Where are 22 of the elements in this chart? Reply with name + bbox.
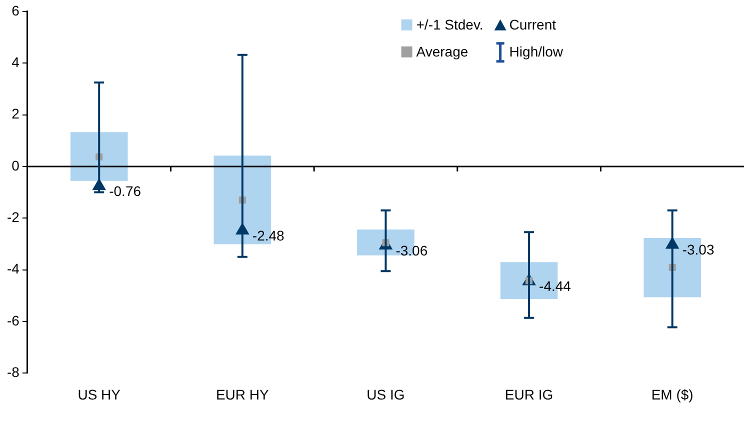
y-tick-label: 4: [12, 54, 20, 70]
data-label: -4.44: [539, 278, 572, 294]
legend-label: Average: [416, 43, 468, 60]
y-tick-label: -2: [6, 209, 20, 225]
data-label: -3.06: [396, 242, 428, 258]
x-tick-label: US IG: [366, 386, 405, 402]
x-tick-label: EM ($): [651, 386, 694, 402]
legend-label: Current: [509, 16, 556, 32]
y-tick-label: 0: [12, 157, 20, 174]
y-tick-label: -8: [6, 364, 20, 380]
y-tick-label: -4: [6, 260, 20, 277]
data-label: -2.48: [252, 227, 285, 244]
x-tick-label: EUR IG: [504, 386, 554, 402]
data-label: -3.03: [682, 242, 714, 258]
data-label: -0.76: [109, 182, 142, 199]
legend-label: High/low: [509, 43, 564, 60]
legend-label: +/-1 Stdev.: [416, 16, 484, 32]
y-tick-label: 2: [12, 106, 20, 122]
y-tick-label: 6: [12, 2, 20, 18]
x-tick-label: US HY: [78, 386, 122, 402]
x-tick-label: EUR HY: [216, 386, 270, 402]
y-tick-label: -6: [6, 312, 20, 328]
